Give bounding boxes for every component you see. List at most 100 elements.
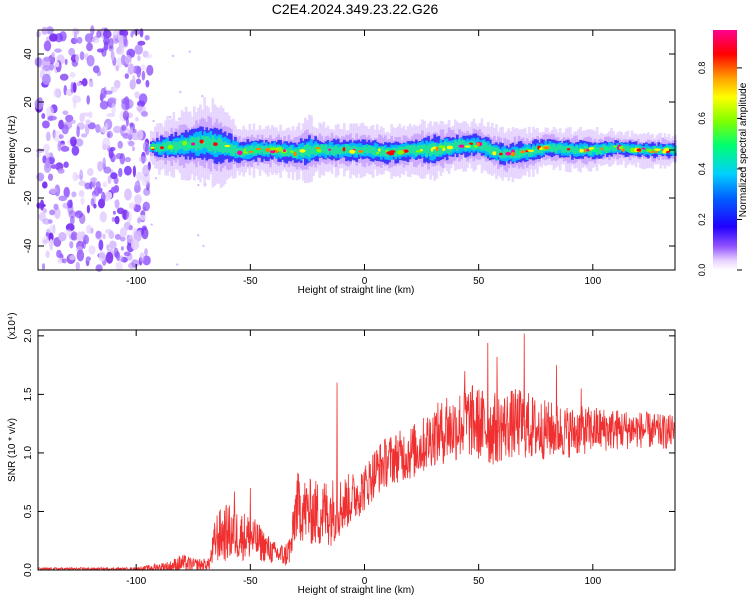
signal-track-cell — [410, 145, 414, 154]
noise-speckle — [116, 47, 125, 55]
signal-track-cell — [565, 146, 568, 152]
noise-speckle — [108, 230, 115, 240]
noise-speckle — [69, 72, 76, 78]
noise-speckle — [121, 99, 130, 111]
signal-track-cell — [297, 147, 301, 155]
noise-speckle — [95, 181, 101, 189]
signal-track-cell — [195, 137, 198, 152]
noise-speckle — [42, 73, 51, 85]
signal-track-cell — [332, 146, 336, 156]
signal-hotspot — [396, 150, 404, 155]
snr-x-tick-label: -50 — [243, 576, 258, 587]
signal-track-cell — [425, 145, 428, 157]
noise-speckle — [98, 239, 104, 251]
noise-speckle — [54, 48, 62, 53]
noise-speckle — [110, 50, 115, 61]
signal-hotspot — [237, 150, 243, 155]
signal-track-cell — [287, 148, 291, 157]
signal-track-cell — [312, 146, 315, 155]
noise-speckle — [79, 112, 85, 123]
signal-track-cell — [394, 148, 398, 157]
signal-track-cell — [151, 143, 155, 150]
signal-track-cell — [382, 146, 385, 156]
signal-track-cell — [501, 151, 504, 159]
noise-speckle — [65, 229, 72, 237]
snr-x-tick-label: 50 — [473, 576, 485, 587]
signal-track-cell — [314, 144, 317, 156]
signal-track-cell — [427, 144, 430, 154]
noise-speckle — [146, 64, 154, 76]
signal-hotspot — [342, 147, 346, 152]
noise-speckle — [123, 34, 128, 47]
noise-speckle — [197, 183, 200, 187]
signal-track-cell — [462, 139, 465, 149]
signal-hotspot — [269, 147, 277, 151]
noise-speckle — [138, 156, 148, 163]
signal-hotspot — [150, 146, 155, 149]
snr-x-label: Height of straight line (km) — [298, 585, 415, 596]
noise-speckle — [144, 53, 153, 59]
signal-hotspot — [375, 152, 380, 154]
noise-speckle — [76, 81, 82, 87]
noise-speckle — [76, 126, 80, 138]
noise-speckle — [88, 122, 96, 130]
noise-speckle — [98, 250, 106, 262]
noise-speckle — [142, 255, 151, 266]
noise-speckle — [119, 153, 126, 165]
signal-track-cell — [577, 148, 580, 154]
signal-track-cell — [470, 140, 474, 150]
snr-y-tick-label: 2.0 — [23, 328, 34, 342]
snr-x-tick-label: -100 — [126, 576, 146, 587]
noise-speckle — [85, 119, 91, 125]
signal-track-cell — [585, 145, 589, 153]
noise-speckle — [71, 191, 77, 198]
noise-speckle — [68, 210, 77, 219]
signal-hotspot — [464, 145, 471, 148]
noise-speckle — [54, 207, 61, 219]
signal-hotspot — [358, 150, 364, 153]
noise-speckle — [124, 188, 132, 201]
signal-track-cell — [363, 145, 367, 153]
snr-y-tick-label: 0.0 — [23, 563, 34, 577]
snr-y-tick-label: 1.5 — [23, 387, 34, 401]
noise-speckle — [49, 238, 54, 251]
snr-y-ticks: 0.0 0.5 1.0 1.5 2.0 — [23, 328, 675, 577]
spectrogram-x-tick-label: 50 — [473, 276, 485, 287]
signal-hotspot — [646, 149, 653, 152]
noise-speckle — [53, 203, 59, 211]
signal-track-cell — [589, 147, 593, 155]
noise-speckle — [128, 63, 135, 75]
noise-speckle — [103, 166, 112, 174]
noise-speckle — [139, 252, 145, 263]
noise-speckle — [107, 175, 112, 184]
noise-speckle — [97, 161, 104, 172]
noise-speckle — [95, 230, 102, 239]
noise-speckle — [70, 81, 74, 94]
noise-speckle — [171, 54, 175, 58]
signal-track-cell — [262, 145, 266, 155]
signal-track-cell — [558, 144, 562, 151]
noise-speckle — [120, 246, 124, 251]
noise-speckle — [59, 73, 69, 81]
noise-speckle — [133, 184, 141, 193]
signal-track-cell — [230, 144, 233, 156]
signal-hotspot — [378, 148, 381, 152]
signal-track-cell — [482, 141, 486, 150]
signal-track-cell — [472, 141, 476, 151]
signal-hotspot — [442, 147, 446, 152]
noise-speckle — [134, 91, 140, 99]
noise-speckle — [42, 120, 50, 129]
signal-hotspot — [543, 146, 550, 150]
signal-track-cell — [228, 144, 231, 153]
signal-hotspot — [654, 148, 661, 151]
signal-track-cell — [515, 148, 519, 159]
noise-speckle — [117, 35, 125, 43]
noise-speckle — [42, 208, 47, 214]
noise-speckle — [58, 134, 64, 140]
noise-speckle — [69, 216, 75, 225]
noise-speckle — [46, 106, 54, 118]
signal-track-cell — [174, 141, 178, 153]
spectrogram-y-tick-label: 20 — [23, 96, 34, 108]
signal-track-cell — [626, 145, 630, 152]
